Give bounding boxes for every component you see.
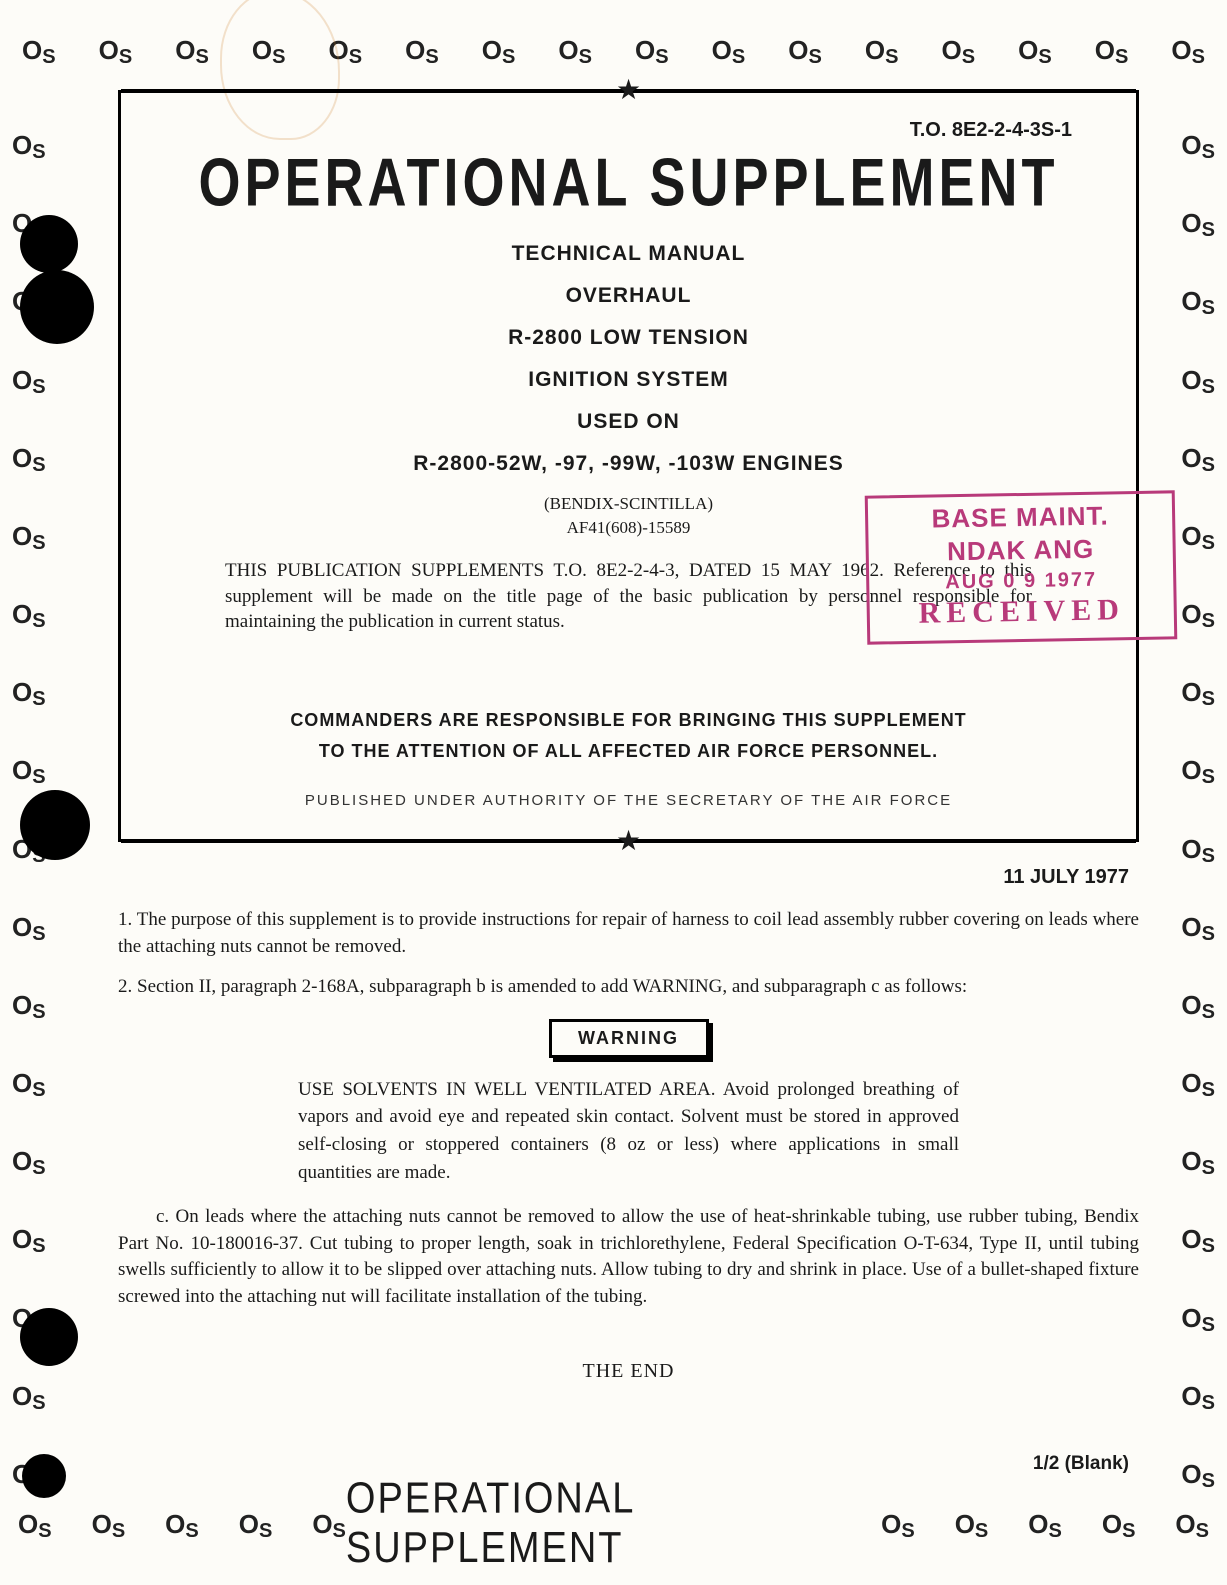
os-marker: OS [12,130,46,161]
stamp-line-2: NDAK ANG [872,532,1168,568]
os-marker: OS [1181,990,1215,1021]
os-border-bottom-right: OS OS OS OS OS [881,1509,1209,1540]
punch-hole [20,270,94,344]
warning-label: WARNING [578,1028,679,1048]
main-content: ★ T.O. 8E2-2-4-3S-1 OPERATIONAL SUPPLEME… [118,90,1139,1475]
os-marker: OS [12,1146,46,1177]
os-border-top-row: OS OS OS OS OS OS OS OS OS OS OS OS OS OS OS OS [18,30,1209,70]
os-marker: OS [12,365,46,396]
os-marker: OS [1181,1303,1215,1334]
os-marker: OS [12,677,46,708]
os-marker: OS [22,35,56,66]
os-marker: OS [865,35,899,66]
os-border-right-col: OSOSOSOSOSOSOSOSOSOSOSOSOSOSOSOSOSOS [1181,130,1215,1490]
os-marker: OS [1181,208,1215,239]
os-marker: OS [1181,912,1215,943]
os-marker: OS [1181,1068,1215,1099]
commanders-line-1: COMMANDERS ARE RESPONSIBLE FOR BRINGING … [290,710,966,730]
bottom-rule: ★ [121,840,1136,843]
os-marker: OS [1095,35,1129,66]
os-marker: OS [18,1509,52,1540]
the-end: THE END [118,1360,1139,1383]
os-marker: OS [1181,443,1215,474]
punch-hole [20,1308,78,1366]
paragraph-1: 1. The purpose of this supplement is to … [118,907,1139,960]
to-number: T.O. 8E2-2-4-3S-1 [185,119,1072,142]
paragraph-c: c. On leads where the attaching nuts can… [118,1204,1139,1310]
os-marker: OS [881,1509,915,1540]
os-marker: OS [1181,365,1215,396]
technical-manual-label: TECHNICAL MANUAL [185,242,1072,266]
stamp-received: RECEIVED [874,592,1171,631]
title-box: ★ T.O. 8E2-2-4-3S-1 OPERATIONAL SUPPLEME… [118,90,1139,842]
os-marker: OS [12,443,46,474]
os-border-bottom-left: OS OS OS OS OS [18,1509,346,1540]
os-marker: OS [239,1509,273,1540]
os-marker: OS [405,35,439,66]
os-marker: OS [942,35,976,66]
system-line-2: IGNITION SYSTEM [185,368,1072,392]
commanders-line-2: TO THE ATTENTION OF ALL AFFECTED AIR FOR… [319,741,938,761]
os-marker: OS [12,755,46,786]
stamp-date: AUG 0 9 1977 [873,567,1169,595]
commanders-notice: COMMANDERS ARE RESPONSIBLE FOR BRINGING … [185,705,1072,766]
os-marker: OS [12,912,46,943]
warning-text: USE SOLVENTS IN WELL VENTILATED AREA. Av… [298,1076,959,1186]
page-number: 1/2 (Blank) [118,1453,1129,1475]
os-marker: OS [1181,130,1215,161]
os-marker: OS [1181,1224,1215,1255]
authority-line: PUBLISHED UNDER AUTHORITY OF THE SECRETA… [185,792,1072,809]
os-marker: OS [1018,35,1052,66]
os-marker: OS [312,1509,346,1540]
punch-hole [20,215,78,273]
os-marker: OS [12,990,46,1021]
stamp-line-1: BASE MAINT. [872,499,1168,535]
os-marker: OS [1181,599,1215,630]
main-title: OPERATIONAL SUPPLEMENT [185,144,1072,222]
os-marker: OS [329,35,363,66]
os-marker: OS [712,35,746,66]
os-marker: OS [1181,755,1215,786]
os-marker: OS [482,35,516,66]
issue-date: 11 JULY 1977 [118,866,1129,889]
os-marker: OS [1181,286,1215,317]
received-stamp: BASE MAINT. NDAK ANG AUG 0 9 1977 RECEIV… [865,490,1178,644]
used-on-label: USED ON [185,410,1072,434]
punch-hole [20,790,90,860]
os-marker: OS [92,1509,126,1540]
os-marker: OS [1181,521,1215,552]
document-page: OSOSOSOSOSOSOSOSOSOSOSOSOSOSOSOS OSOSOSO… [0,0,1227,1585]
paragraph-2: 2. Section II, paragraph 2-168A, subpara… [118,974,1139,1001]
os-marker: OS [1181,834,1215,865]
footer-row: OSOSOSOSOS OPERATIONAL SUPPLEMENT OSOSOS… [18,1481,1209,1567]
os-marker: OS [1171,35,1205,66]
engines-line: R-2800-52W, -97, -99W, -103W ENGINES [185,452,1072,476]
os-marker: OS [99,35,133,66]
os-marker: OS [175,35,209,66]
os-marker: OS [635,35,669,66]
punch-hole [22,1454,66,1498]
os-marker: OS [12,1224,46,1255]
overhaul-label: OVERHAUL [185,284,1072,308]
top-rule: ★ [121,89,1136,92]
warning-box: WARNING [549,1019,709,1058]
footer-title: OPERATIONAL SUPPLEMENT [346,1475,881,1574]
os-marker: OS [1181,1146,1215,1177]
os-marker: OS [12,599,46,630]
os-marker: OS [165,1509,199,1540]
os-marker: OS [252,35,286,66]
os-marker: OS [1175,1509,1209,1540]
os-marker: OS [788,35,822,66]
system-line-1: R-2800 LOW TENSION [185,326,1072,350]
os-marker: OS [955,1509,989,1540]
os-marker: OS [558,35,592,66]
os-marker: OS [1181,677,1215,708]
os-marker: OS [1028,1509,1062,1540]
os-marker: OS [12,1068,46,1099]
os-marker: OS [12,1381,46,1412]
os-marker: OS [1181,1381,1215,1412]
os-marker: OS [1102,1509,1136,1540]
os-marker: OS [12,521,46,552]
